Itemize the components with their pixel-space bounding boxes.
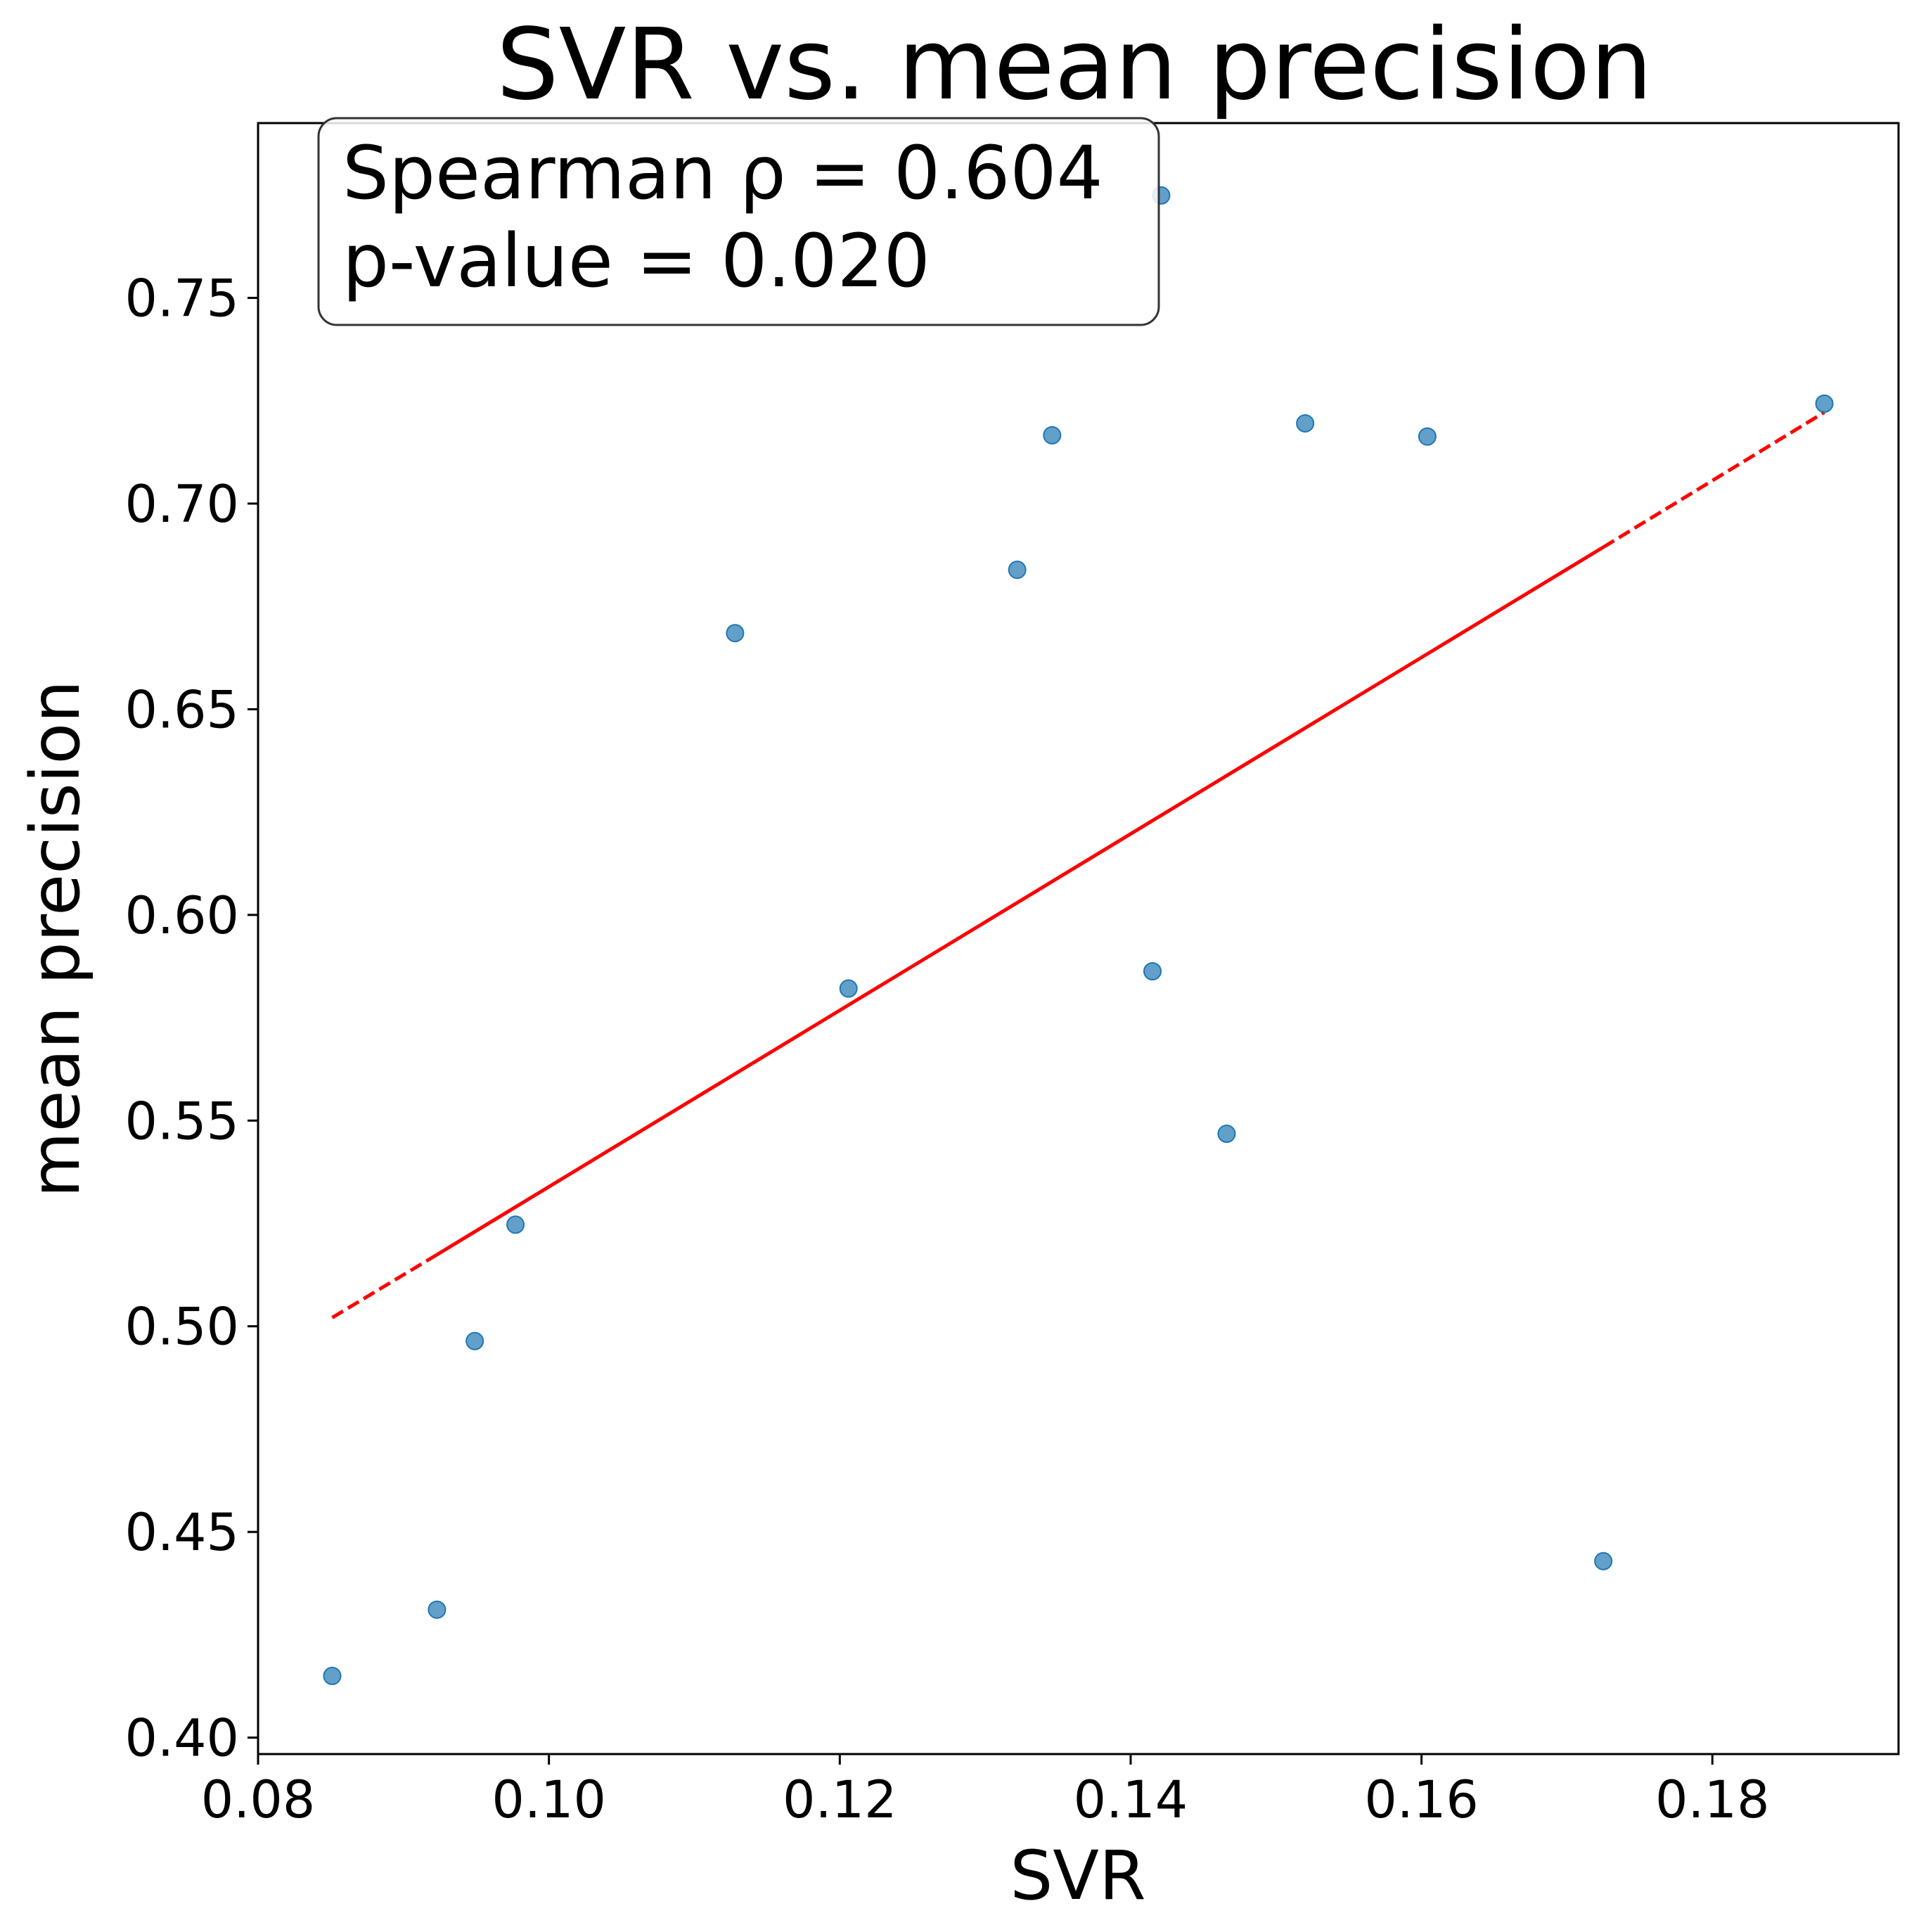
y-tick-label: 0.40 bbox=[124, 1709, 239, 1769]
data-point bbox=[465, 1331, 484, 1350]
trend-line-solid bbox=[436, 545, 1605, 1257]
data-point bbox=[1418, 427, 1437, 446]
data-point bbox=[428, 1600, 447, 1619]
data-point bbox=[506, 1215, 525, 1234]
x-tick-label: 0.16 bbox=[1364, 1770, 1479, 1830]
y-tick-label: 0.75 bbox=[124, 269, 239, 329]
y-tick-label: 0.50 bbox=[124, 1298, 239, 1357]
data-point bbox=[1008, 561, 1027, 580]
trend-line-extrapolated bbox=[1602, 411, 1825, 549]
x-tick-label: 0.08 bbox=[201, 1770, 316, 1830]
x-tick-label: 0.10 bbox=[492, 1770, 606, 1830]
data-point bbox=[839, 979, 858, 998]
stats-box-frame bbox=[317, 117, 1160, 326]
x-axis-ticks: 0.08 0.10 0.12 0.14 0.16 0.18 bbox=[201, 1754, 1770, 1830]
trend-line bbox=[331, 411, 1825, 1319]
data-point bbox=[1217, 1125, 1236, 1144]
data-point bbox=[1296, 414, 1315, 433]
y-tick-label: 0.55 bbox=[124, 1092, 239, 1151]
data-points bbox=[323, 186, 1834, 1685]
x-axis-label: SVR bbox=[1010, 1836, 1145, 1915]
data-point bbox=[1815, 394, 1834, 413]
plot-area: 0.08 0.10 0.12 0.14 0.16 0.18 0.40 0.45 0.50 0.5… bbox=[124, 122, 1900, 1830]
data-point bbox=[1143, 961, 1162, 980]
chart-title: SVR vs. mean precision bbox=[496, 8, 1652, 122]
x-tick-label: 0.14 bbox=[1074, 1770, 1188, 1830]
stats-box: Spearman ρ = 0.604 p-value = 0.020 bbox=[317, 117, 1160, 326]
y-tick-label: 0.45 bbox=[124, 1503, 239, 1563]
x-tick-label: 0.18 bbox=[1655, 1770, 1770, 1830]
data-point bbox=[323, 1666, 342, 1685]
y-axis-label: mean precision bbox=[16, 680, 95, 1198]
y-axis-ticks: 0.40 0.45 0.50 0.55 0.60 0.65 0.70 0.75 bbox=[124, 269, 258, 1769]
y-tick-label: 0.70 bbox=[124, 475, 239, 535]
trend-line-extrapolated bbox=[331, 1253, 438, 1319]
y-tick-label: 0.65 bbox=[124, 680, 239, 740]
data-point bbox=[1043, 426, 1062, 444]
data-point bbox=[1594, 1552, 1613, 1570]
data-point bbox=[726, 624, 745, 643]
x-tick-label: 0.12 bbox=[783, 1770, 897, 1830]
y-tick-label: 0.60 bbox=[124, 886, 239, 946]
spearman-rho-text: Spearman ρ = 0.604 bbox=[342, 130, 1103, 216]
p-value-text: p-value = 0.020 bbox=[342, 218, 930, 304]
